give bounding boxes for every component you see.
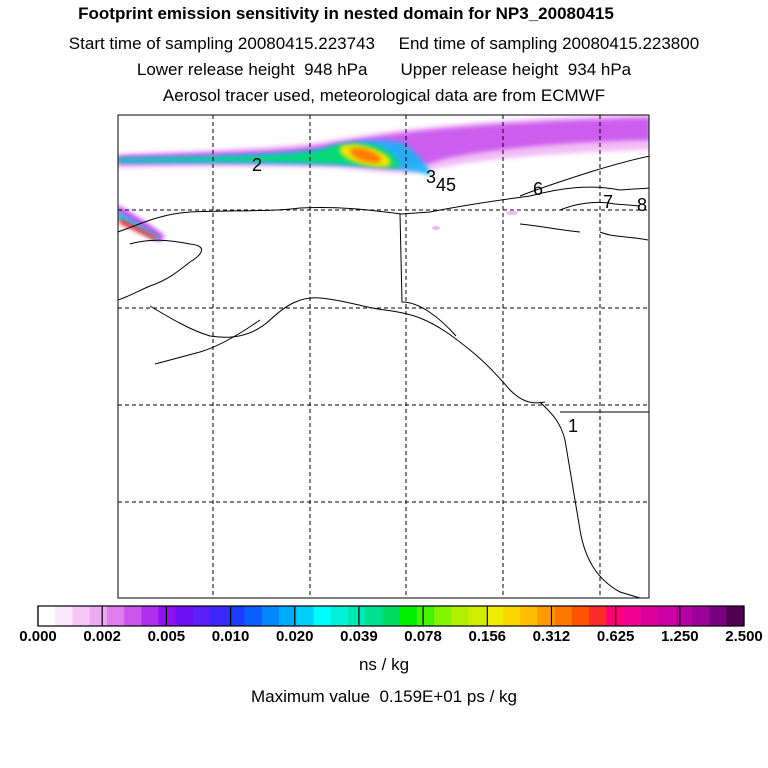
colorbar-cell (640, 606, 659, 626)
colorbar-cell (657, 606, 676, 626)
colorbar-cell (692, 606, 711, 626)
colorbar-cell (468, 606, 487, 626)
colorbar-cell (244, 606, 263, 626)
trajectory-label-8: 8 (637, 195, 647, 215)
colorbar-cell (72, 606, 91, 626)
colorbar-tick-label: 0.625 (596, 628, 635, 645)
colorbar-tick-label: 0.005 (147, 628, 186, 645)
colorbar-cell (124, 606, 142, 626)
coastlines (118, 155, 649, 598)
trajectory-label-5: 5 (446, 175, 456, 195)
colorbar-cell (502, 606, 521, 626)
sampling-time-line: Start time of sampling 20080415.223743 E… (68, 34, 700, 53)
colorbar-tick-label: 0.312 (532, 628, 571, 645)
colorbar-cell (434, 606, 452, 626)
colorbar-cell (279, 606, 297, 626)
colorbar-tick-label: 0.010 (211, 628, 250, 645)
trajectory-label-4: 4 (436, 175, 446, 195)
colorbar-cell (210, 606, 228, 626)
release-height-line: Lower release height 948 hPa Upper relea… (136, 60, 632, 79)
trajectory-label-6: 6 (533, 179, 543, 199)
colorbar-cell (589, 606, 607, 626)
colorbar-cell (537, 606, 556, 626)
colorbar-cell (141, 606, 160, 626)
colorbar-cell (451, 606, 469, 626)
colorbar-cell (106, 606, 125, 626)
colorbar-cell (296, 606, 315, 626)
tracer-info-line: Aerosol tracer used, meteorological data… (162, 86, 606, 105)
colorbar-cell (365, 606, 383, 626)
maximum-value: Maximum value 0.159E+01 ps / kg (251, 687, 517, 706)
plot-title: Footprint emission sensitivity in nested… (78, 4, 614, 23)
colorbar-cell (175, 606, 194, 626)
colorbar-tick-label: 0.000 (19, 628, 57, 645)
colorbar-cell (38, 606, 56, 626)
colorbar-cell (313, 606, 332, 626)
colorbar-tick-label: 0.039 (340, 628, 378, 645)
colorbar-cell (55, 606, 73, 626)
colorbar-cell (675, 606, 693, 626)
colorbar-cell (554, 606, 573, 626)
map-frame (117, 114, 650, 599)
colorbar-tick-label: 0.020 (275, 628, 314, 645)
colorbar-tick-label: 0.156 (468, 628, 507, 645)
trajectory-label-2: 2 (252, 155, 262, 175)
borders (399, 213, 649, 413)
lat-lon-grid (118, 115, 649, 598)
colorbar (37, 605, 745, 627)
colorbar-cell (709, 606, 728, 626)
colorbar-cell (520, 606, 538, 626)
colorbar-cell (726, 606, 745, 626)
colorbar-cell (227, 606, 246, 626)
colorbar-cell (416, 606, 435, 626)
colorbar-tick-label: 1.250 (661, 628, 699, 645)
colorbar-cell (485, 606, 504, 626)
colorbar-cell (192, 606, 211, 626)
colorbar-cell (158, 606, 177, 626)
trajectory-label-3: 3 (426, 167, 436, 187)
colorbar-cell (261, 606, 280, 626)
colorbar-tick-labels: 0.000 0.002 0.005 0.010 0.020 0.039 0.078 0.156… (0, 628, 768, 650)
colorbar-cell (347, 606, 366, 626)
colorbar-tick-label: 2.500 (725, 628, 763, 645)
colorbar-cell (382, 606, 401, 626)
colorbar-cell (623, 606, 642, 626)
colorbar-cell (89, 606, 108, 626)
colorbar-tick-label: 0.078 (404, 628, 442, 645)
colorbar-cell (330, 606, 349, 626)
colorbar-units: ns / kg (358, 655, 410, 674)
colorbar-cell (571, 606, 590, 626)
emission-plume (118, 115, 649, 242)
trajectory-label-7: 7 (603, 192, 613, 212)
trajectory-label-1: 1 (568, 416, 578, 436)
colorbar-tick-label: 0.002 (83, 628, 121, 645)
colorbar-cell (399, 606, 418, 626)
